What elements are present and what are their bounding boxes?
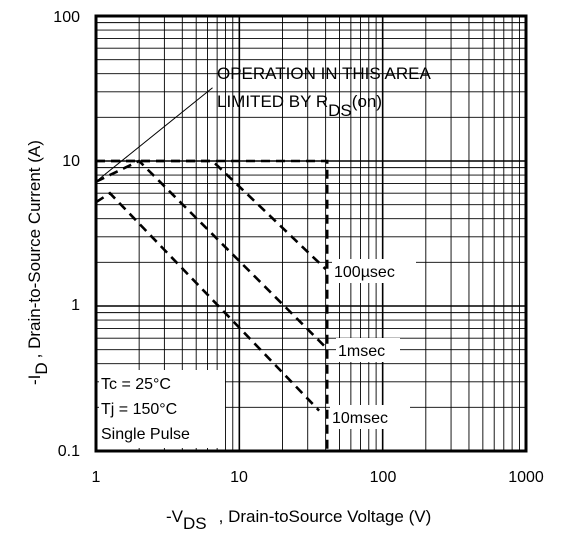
series-group	[95, 159, 329, 451]
conditions-box: Tc = 25°C Tj = 150°C Single Pulse	[99, 370, 225, 448]
y-tick-label: 100	[53, 9, 80, 26]
series-line-2	[95, 191, 321, 412]
rds-limit-leader	[98, 87, 213, 180]
y-axis-title-sub: D	[32, 362, 51, 374]
series-line-1	[95, 159, 327, 349]
x-tick-label: 10	[230, 469, 248, 486]
series-line-3	[96, 159, 329, 451]
condition-tj: Tj = 150°C	[101, 401, 177, 418]
annotation-line2-rest: (on)	[352, 92, 382, 111]
rds-limit-line	[98, 87, 213, 180]
x-tick-label: 100	[370, 469, 397, 486]
y-tick-labels: 100 10 1 0.1	[53, 9, 80, 460]
plot-frame	[94, 14, 528, 453]
x-axis-title-rest: , Drain-toSource Voltage (V)	[219, 507, 432, 526]
y-tick-label: 1	[71, 297, 80, 314]
annotation-line1: OPERATION IN THIS AREA	[217, 64, 431, 83]
annotation-line2: LIMITED BY RDS(on)	[217, 92, 382, 120]
annotation-line2-prefix: LIMITED BY R	[217, 92, 328, 111]
y-axis-title-rest: , Drain-to-Source Current (A)	[25, 140, 44, 358]
x-tick-label: 1000	[508, 469, 544, 486]
condition-tc: Tc = 25°C	[101, 376, 171, 393]
y-tick-label: 0.1	[58, 443, 80, 460]
series-label-1msec: 1msec	[338, 343, 385, 360]
condition-pulse: Single Pulse	[101, 426, 190, 443]
y-tick-label: 10	[62, 153, 80, 170]
y-axis-title: -ID , Drain-to-Source Current (A)	[25, 140, 51, 385]
x-axis-title-prefix: -V	[166, 507, 184, 526]
x-tick-labels: 1 10 100 1000	[92, 469, 544, 486]
x-axis-title-sub: DS	[183, 514, 207, 533]
x-axis-title: -VDS , Drain-toSource Voltage (V)	[166, 507, 431, 533]
series-label-10msec: 10msec	[332, 410, 388, 427]
x-tick-label: 1	[92, 469, 101, 486]
annotation-line2-sub: DS	[328, 101, 352, 120]
y-axis-title-prefix: -I	[25, 375, 44, 385]
series-label-100usec: 100µsec	[334, 264, 395, 281]
series-labels: 100µsec 1msec 10msec	[330, 259, 416, 429]
grid-lines	[96, 16, 526, 451]
